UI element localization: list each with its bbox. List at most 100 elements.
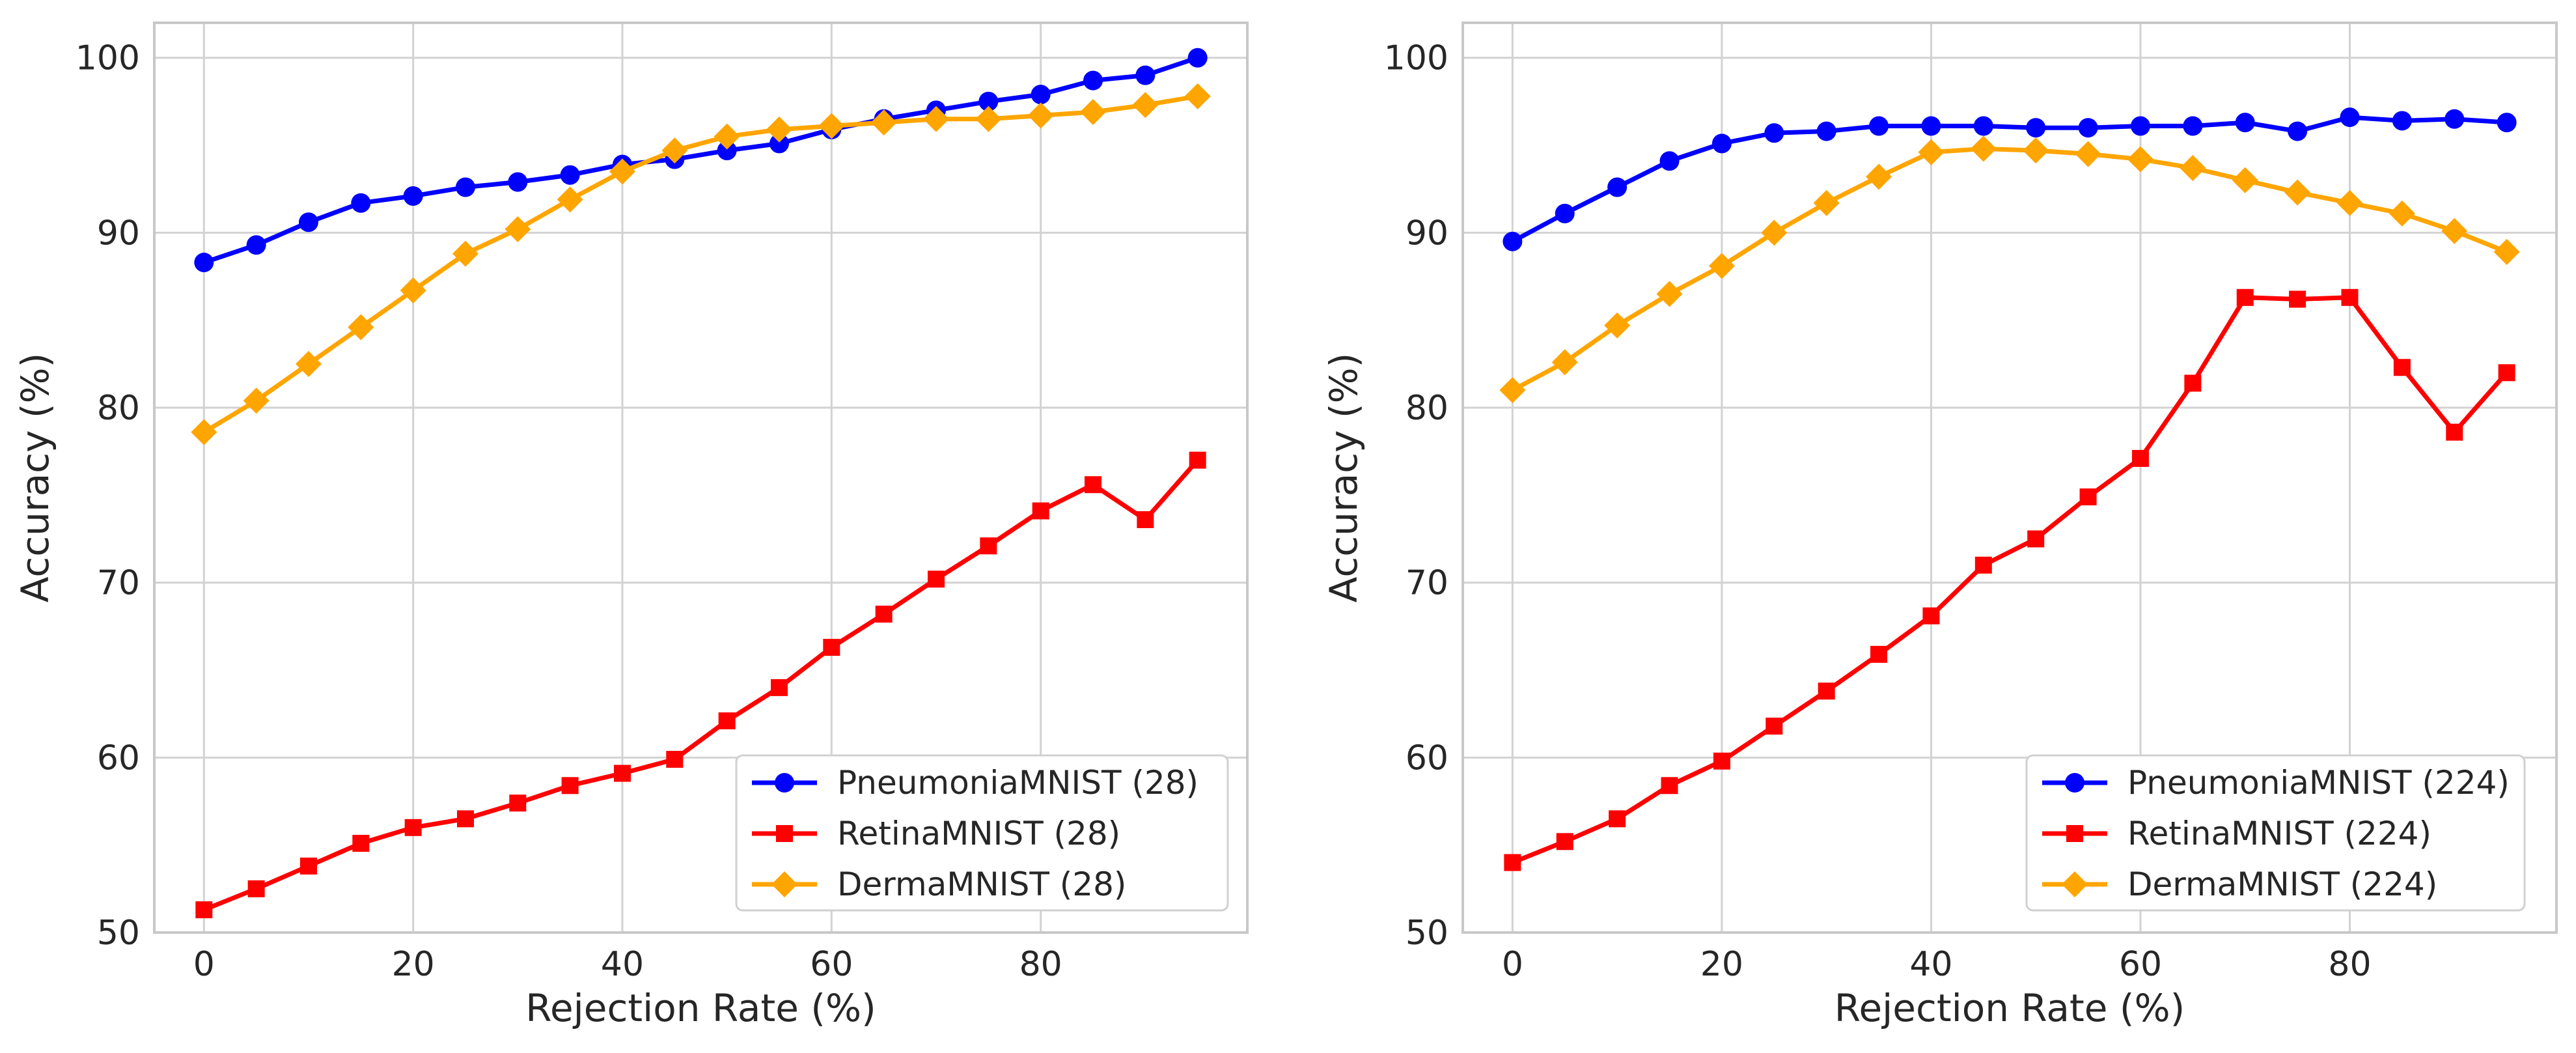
data-point: [1189, 451, 1206, 469]
data-point: [557, 186, 583, 213]
data-point: [1659, 151, 1680, 171]
legend-label: PneumoniaMNIST (224): [2127, 764, 2510, 802]
data-point: [2078, 118, 2098, 138]
data-point: [1973, 116, 1993, 136]
data-point: [299, 857, 317, 875]
data-point: [1555, 203, 1575, 223]
series-line: [1511, 146, 2508, 393]
data-point: [1816, 121, 1836, 141]
data-point: [661, 137, 688, 164]
data-point: [2027, 530, 2045, 548]
data-point: [875, 606, 893, 623]
y-tick-label: 50: [97, 914, 140, 953]
data-point: [2336, 190, 2363, 216]
x-tick-label: 0: [193, 945, 215, 984]
data-point: [1499, 377, 1526, 404]
y-tick-label: 80: [1406, 389, 1448, 428]
data-point: [1918, 139, 1945, 165]
data-point: [978, 91, 999, 111]
legend-label: PneumoniaMNIST (28): [837, 764, 1198, 802]
data-point: [766, 116, 793, 143]
legend-label: RetinaMNIST (224): [2127, 815, 2431, 852]
data-point: [2023, 137, 2049, 164]
legend-box: [735, 754, 1229, 912]
series-line: [203, 458, 1200, 912]
data-point: [1764, 123, 1784, 143]
data-point: [2232, 167, 2258, 193]
series-line: [202, 94, 1198, 434]
data-point: [666, 751, 684, 768]
data-point: [1921, 116, 1941, 136]
legend-label: DermaMNIST (28): [837, 865, 1126, 903]
legend-box: [2025, 754, 2526, 912]
data-point: [2130, 116, 2150, 136]
chart-panel-224: 0 20 40 60 80 50 60 70 80 90 100 Rejection Rate (%)…: [1322, 21, 2558, 1030]
legend-marker: [2066, 825, 2083, 842]
series-dermamnist-224: [1499, 135, 2520, 404]
data-point: [1974, 556, 1992, 574]
data-point: [1607, 177, 1627, 197]
data-point: [403, 186, 423, 206]
data-point: [404, 819, 422, 836]
data-point: [561, 777, 579, 794]
legend-entry: PneumoniaMNIST (224): [2042, 764, 2510, 802]
legend: PneumoniaMNIST (28) RetinaMNIST (28) Derma…: [735, 754, 1229, 912]
data-point: [1135, 65, 1156, 85]
data-point: [452, 240, 478, 267]
data-point: [298, 212, 318, 232]
legend-marker: [775, 773, 794, 793]
legend-entry: DermaMNIST (28): [752, 865, 1126, 903]
data-point: [2441, 218, 2468, 244]
data-point: [1556, 833, 1573, 850]
legend-entry: RetinaMNIST (224): [2042, 815, 2431, 852]
legend-label: RetinaMNIST (28): [837, 815, 1120, 852]
legend-label: DermaMNIST (224): [2127, 865, 2437, 903]
data-point: [1870, 645, 1888, 663]
x-tick-label: 80: [2328, 945, 2371, 984]
data-point: [2493, 238, 2520, 265]
data-point: [295, 350, 322, 377]
data-point: [713, 123, 740, 150]
x-tick-label: 80: [1019, 945, 1062, 984]
data-point: [717, 141, 737, 161]
data-point: [1970, 135, 1997, 162]
data-point: [1027, 102, 1054, 129]
data-point: [1761, 219, 1788, 246]
data-point: [1184, 83, 1211, 109]
data-point: [2340, 107, 2360, 128]
y-tick-label: 80: [97, 389, 140, 428]
series-dermamnist-28: [191, 83, 1211, 445]
series-line: [1511, 115, 2507, 244]
legend-marker: [776, 825, 793, 842]
data-point: [2026, 118, 2046, 138]
series-retinamnist-28: [195, 451, 1206, 919]
legend-entry: PneumoniaMNIST (28): [752, 764, 1198, 802]
data-point: [1922, 607, 1940, 625]
data-point: [975, 105, 1002, 132]
y-tick-label: 90: [97, 214, 140, 253]
legend-entry: RetinaMNIST (28): [752, 815, 1120, 852]
data-point: [2284, 179, 2311, 206]
data-point: [1080, 99, 1107, 126]
y-tick-label: 60: [1406, 738, 1448, 778]
data-point: [613, 765, 631, 782]
data-point: [1766, 717, 1783, 735]
data-point: [1711, 133, 1732, 154]
data-point: [191, 419, 217, 445]
plot-frame: [1461, 21, 2558, 934]
data-point: [1818, 682, 1835, 700]
data-point: [456, 810, 474, 828]
data-point: [2389, 200, 2415, 227]
x-tick-label: 60: [2119, 945, 2162, 984]
data-point: [609, 158, 635, 185]
data-point: [1604, 312, 1631, 339]
data-point: [2498, 364, 2515, 382]
data-point: [1713, 752, 1730, 770]
legend-marker: [771, 871, 797, 897]
data-point: [2131, 449, 2149, 467]
data-point: [508, 172, 528, 192]
data-point: [1085, 476, 1102, 494]
y-tick-label: 100: [1384, 39, 1448, 78]
data-point: [455, 177, 475, 197]
